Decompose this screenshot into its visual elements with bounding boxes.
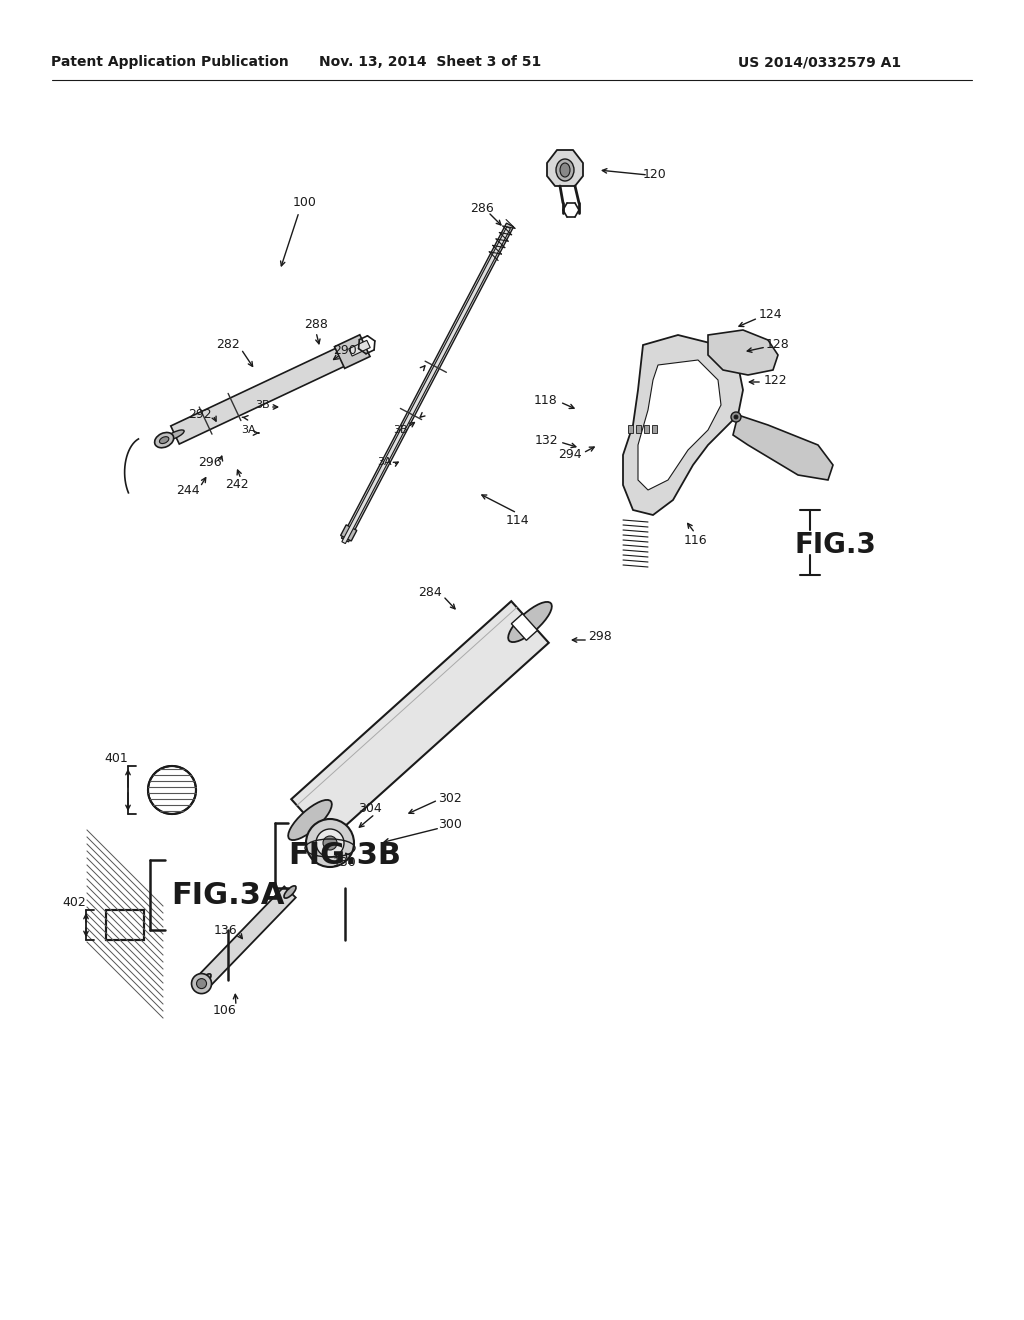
Text: US 2014/0332579 A1: US 2014/0332579 A1: [738, 55, 901, 69]
Text: 286: 286: [470, 202, 494, 214]
Ellipse shape: [306, 818, 354, 867]
Polygon shape: [200, 887, 296, 986]
Text: 296: 296: [199, 455, 222, 469]
Bar: [106, 909, 144, 940]
Text: 402: 402: [62, 895, 86, 908]
Text: 128: 128: [766, 338, 790, 351]
Text: 116: 116: [683, 533, 707, 546]
Ellipse shape: [155, 433, 174, 447]
Bar: [652, 425, 657, 433]
Text: 120: 120: [643, 169, 667, 181]
Bar: [644, 425, 649, 433]
Circle shape: [734, 414, 738, 418]
Text: 122: 122: [763, 374, 786, 387]
Polygon shape: [623, 335, 743, 515]
Text: 282: 282: [216, 338, 240, 351]
Ellipse shape: [288, 800, 332, 840]
Text: Patent Application Publication: Patent Application Publication: [51, 55, 289, 69]
Bar: [628, 425, 633, 433]
Text: 3A: 3A: [241, 425, 255, 436]
Text: 302: 302: [438, 792, 462, 804]
Text: 3A: 3A: [378, 457, 392, 467]
Text: 136: 136: [213, 924, 237, 936]
Ellipse shape: [316, 829, 344, 857]
Polygon shape: [733, 414, 833, 480]
Text: 300: 300: [438, 818, 462, 832]
Text: 132: 132: [535, 433, 558, 446]
Ellipse shape: [284, 886, 296, 898]
Ellipse shape: [166, 430, 184, 440]
Text: 284: 284: [418, 586, 442, 598]
Text: 298: 298: [588, 631, 612, 644]
Ellipse shape: [160, 437, 169, 444]
Text: 288: 288: [304, 318, 328, 331]
Polygon shape: [638, 360, 721, 490]
Text: FIG.3A: FIG.3A: [171, 880, 285, 909]
Polygon shape: [342, 227, 510, 544]
Polygon shape: [171, 346, 349, 444]
Bar: [106, 909, 144, 940]
Text: 3B: 3B: [392, 425, 408, 436]
Circle shape: [148, 766, 196, 814]
Text: 106: 106: [213, 1003, 237, 1016]
Ellipse shape: [508, 602, 552, 642]
Text: Nov. 13, 2014  Sheet 3 of 51: Nov. 13, 2014 Sheet 3 of 51: [318, 55, 541, 69]
Text: 292: 292: [188, 408, 212, 421]
Circle shape: [191, 974, 212, 994]
Text: FIG.3B: FIG.3B: [289, 841, 401, 870]
Polygon shape: [511, 614, 538, 640]
Text: 242: 242: [225, 479, 249, 491]
Polygon shape: [335, 335, 370, 368]
Polygon shape: [341, 223, 514, 541]
Ellipse shape: [556, 158, 574, 181]
Text: 304: 304: [358, 801, 382, 814]
Ellipse shape: [199, 974, 211, 986]
Polygon shape: [291, 601, 549, 841]
Bar: [636, 425, 641, 433]
Text: 290: 290: [333, 343, 357, 356]
Polygon shape: [547, 150, 583, 186]
Text: 130: 130: [333, 855, 357, 869]
Text: 244: 244: [176, 483, 200, 496]
Circle shape: [197, 978, 207, 989]
Text: 3B: 3B: [255, 400, 269, 411]
Circle shape: [731, 412, 741, 422]
Text: FIG.3: FIG.3: [794, 531, 876, 558]
Ellipse shape: [560, 162, 570, 177]
Polygon shape: [349, 341, 371, 356]
Text: 124: 124: [758, 309, 781, 322]
Text: 100: 100: [293, 195, 317, 209]
Polygon shape: [341, 525, 356, 541]
Text: 118: 118: [535, 393, 558, 407]
Polygon shape: [708, 330, 778, 375]
Text: 294: 294: [558, 449, 582, 462]
Text: 401: 401: [104, 751, 128, 764]
Text: 114: 114: [505, 513, 528, 527]
Ellipse shape: [323, 836, 337, 850]
